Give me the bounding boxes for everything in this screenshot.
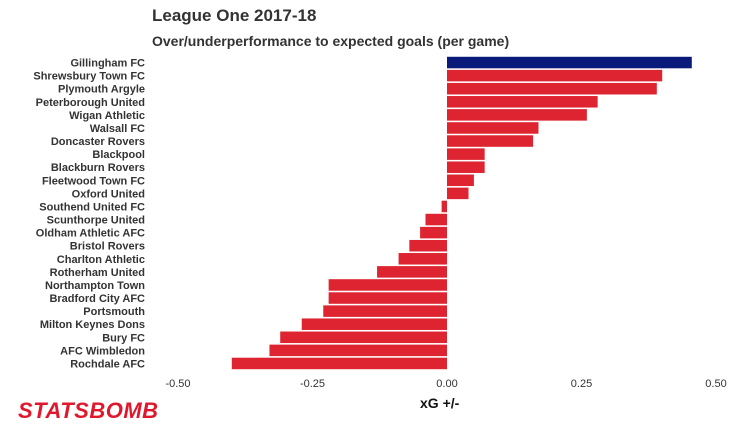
bar-northampton-town	[328, 279, 447, 291]
category-label: Fleetwood Town FC	[42, 175, 145, 187]
x-tick-label: -0.25	[300, 378, 325, 390]
category-label: Southend United FC	[39, 201, 145, 213]
category-label: Bristol Rovers	[70, 241, 145, 253]
bar-walsall-fc	[447, 122, 539, 134]
bar-rotherham-united	[377, 266, 447, 278]
x-axis-label: xG +/-	[420, 395, 460, 411]
category-label: Rotherham United	[50, 267, 145, 279]
category-label: Wigan Athletic	[69, 110, 145, 122]
category-label: Bradford City AFC	[49, 293, 145, 305]
bar-plymouth-argyle	[447, 82, 657, 95]
x-tick-label: 0.00	[436, 378, 457, 390]
x-tick-label: 0.25	[571, 378, 592, 390]
category-label: Gillingham FC	[70, 58, 145, 70]
x-tick-label: -0.50	[165, 378, 190, 390]
bar-doncaster-rovers	[447, 135, 534, 147]
bar-bradford-city-afc	[328, 292, 447, 304]
category-label: Oxford United	[72, 188, 145, 200]
chart-subtitle: Over/underperformance to expected goals …	[152, 33, 510, 49]
bar-oldham-athletic-afc	[420, 226, 447, 239]
category-label: Charlton Athletic	[57, 254, 145, 266]
category-label: Portsmouth	[83, 306, 145, 318]
chart-title: League One 2017-18	[152, 6, 317, 25]
category-label: Walsall FC	[90, 123, 145, 135]
category-label: Doncaster Rovers	[51, 136, 145, 148]
x-tick-label: 0.50	[705, 378, 726, 390]
bar-shrewsbury-town-fc	[447, 69, 663, 82]
bar-peterborough-united	[447, 96, 598, 108]
bar-southend-united-fc	[441, 200, 447, 213]
category-label: Blackburn Rovers	[51, 162, 145, 174]
bar-charlton-athletic	[398, 253, 447, 265]
bar-portsmouth	[323, 305, 447, 317]
category-label: Scunthorpe United	[47, 215, 145, 227]
bar-wigan-athletic	[447, 109, 587, 121]
category-label: Blackpool	[92, 149, 145, 161]
bar-fleetwood-town-fc	[447, 174, 474, 187]
bar-blackburn-rovers	[447, 161, 485, 173]
bar-gillingham-fc	[447, 56, 692, 69]
bar-rochdale-afc	[231, 357, 447, 370]
category-label: Northampton Town	[45, 280, 145, 292]
category-label: Shrewsbury Town FC	[33, 71, 145, 83]
bar-blackpool	[447, 148, 485, 160]
category-label: Rochdale AFC	[70, 358, 145, 370]
bar-bury-fc	[280, 331, 447, 344]
category-label: AFC Wimbledon	[60, 345, 145, 357]
category-label: Oldham Athletic AFC	[36, 228, 145, 240]
category-label: Peterborough United	[36, 97, 145, 109]
category-label: Bury FC	[102, 332, 145, 344]
category-label: Plymouth Argyle	[58, 84, 145, 96]
category-label: Milton Keynes Dons	[40, 319, 145, 331]
bar-milton-keynes-dons	[301, 318, 447, 330]
bar-scunthorpe-united	[425, 213, 447, 226]
bar-bristol-rovers	[409, 239, 447, 252]
statsbomb-logo: STATSBOMB	[18, 398, 159, 423]
bar-afc-wimbledon	[269, 344, 447, 357]
bar-oxford-united	[447, 187, 469, 200]
